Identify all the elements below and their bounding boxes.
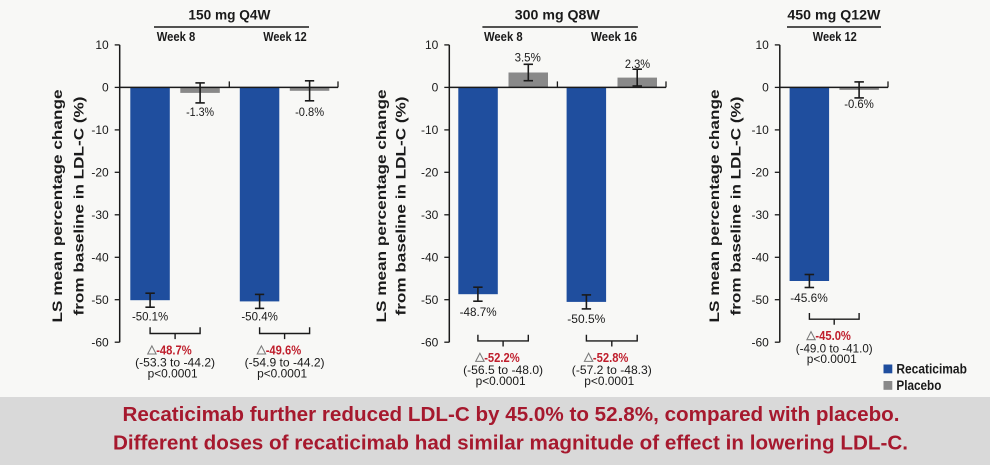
svg-text:-30: -30 bbox=[751, 208, 769, 222]
svg-text:-30: -30 bbox=[421, 208, 439, 222]
svg-text:10: 10 bbox=[425, 38, 439, 52]
svg-text:3.5%: 3.5% bbox=[515, 51, 542, 65]
svg-text:-50: -50 bbox=[751, 293, 769, 307]
svg-text:300 mg Q8W: 300 mg Q8W bbox=[515, 6, 601, 22]
svg-text:Week 12: Week 12 bbox=[263, 29, 306, 44]
svg-text:-50: -50 bbox=[91, 293, 109, 307]
svg-text:-48.7%: -48.7% bbox=[156, 343, 192, 357]
svg-text:Recaticimab further reduced LD: Recaticimab further reduced LDL-C by 45.… bbox=[123, 404, 900, 426]
svg-text:-10: -10 bbox=[421, 123, 439, 137]
svg-text:-10: -10 bbox=[91, 123, 109, 137]
svg-text:-60: -60 bbox=[91, 336, 109, 350]
svg-text:-40: -40 bbox=[751, 251, 769, 265]
svg-text:-1.3%: -1.3% bbox=[186, 105, 214, 119]
svg-text:Placebo: Placebo bbox=[896, 378, 941, 393]
svg-text:-20: -20 bbox=[91, 166, 109, 180]
svg-text:(-49.0 to -41.0): (-49.0 to -41.0) bbox=[796, 341, 873, 355]
svg-text:Week 8: Week 8 bbox=[484, 29, 523, 44]
svg-text:p<0.0001: p<0.0001 bbox=[476, 374, 526, 388]
svg-text:450 mg Q12W: 450 mg Q12W bbox=[787, 6, 881, 22]
svg-text:-20: -20 bbox=[751, 166, 769, 180]
svg-text:-48.7%: -48.7% bbox=[460, 305, 497, 319]
svg-text:-49.6%: -49.6% bbox=[266, 343, 302, 357]
svg-text:-50.5%: -50.5% bbox=[567, 312, 605, 326]
svg-text:0: 0 bbox=[762, 81, 769, 95]
svg-text:from baseline in LDL-C (%): from baseline in LDL-C (%) bbox=[728, 97, 744, 316]
svg-text:-10: -10 bbox=[751, 123, 769, 137]
svg-text:from baseline in LDL-C (%): from baseline in LDL-C (%) bbox=[393, 97, 409, 316]
svg-text:-30: -30 bbox=[91, 208, 109, 222]
svg-text:-20: -20 bbox=[421, 166, 439, 180]
svg-text:(-54.9 to -44.2): (-54.9 to -44.2) bbox=[245, 356, 325, 370]
svg-text:-50.4%: -50.4% bbox=[241, 309, 278, 323]
svg-text:LS mean percentage change: LS mean percentage change bbox=[373, 89, 389, 322]
svg-text:-50: -50 bbox=[421, 293, 439, 307]
svg-text:p<0.0001: p<0.0001 bbox=[148, 366, 198, 380]
svg-text:-0.6%: -0.6% bbox=[844, 97, 874, 111]
svg-text:-45.0%: -45.0% bbox=[815, 329, 851, 343]
svg-text:-60: -60 bbox=[751, 336, 769, 350]
svg-text:10: 10 bbox=[755, 38, 769, 52]
svg-text:-52.8%: -52.8% bbox=[593, 351, 629, 365]
svg-text:Week 12: Week 12 bbox=[813, 29, 857, 44]
svg-text:Different doses of recaticimab: Different doses of recaticimab had simil… bbox=[113, 433, 908, 455]
svg-text:10: 10 bbox=[95, 38, 109, 52]
svg-text:-52.2%: -52.2% bbox=[484, 351, 520, 365]
svg-text:-50.1%: -50.1% bbox=[132, 309, 169, 323]
svg-text:(-53.3 to -44.2): (-53.3 to -44.2) bbox=[135, 356, 215, 370]
svg-text:Week 8: Week 8 bbox=[157, 29, 196, 44]
svg-text:-40: -40 bbox=[91, 251, 109, 265]
svg-text:LS mean percentage change: LS mean percentage change bbox=[49, 89, 65, 322]
svg-text:Recaticimab: Recaticimab bbox=[896, 361, 967, 376]
svg-text:LS mean percentage change: LS mean percentage change bbox=[706, 89, 722, 322]
svg-text:0: 0 bbox=[102, 81, 109, 95]
svg-text:p<0.0001: p<0.0001 bbox=[807, 352, 857, 366]
svg-text:from baseline in LDL-C (%): from baseline in LDL-C (%) bbox=[71, 97, 87, 316]
svg-text:150 mg Q4W: 150 mg Q4W bbox=[188, 6, 271, 22]
svg-text:p<0.0001: p<0.0001 bbox=[584, 374, 634, 388]
svg-text:(-56.5 to -48.0): (-56.5 to -48.0) bbox=[463, 363, 543, 377]
svg-text:-0.8%: -0.8% bbox=[295, 105, 324, 119]
svg-text:2.3%: 2.3% bbox=[625, 57, 650, 71]
svg-text:(-57.2 to -48.3): (-57.2 to -48.3) bbox=[572, 363, 652, 377]
svg-text:Week 16: Week 16 bbox=[591, 29, 637, 44]
svg-text:-45.6%: -45.6% bbox=[790, 291, 828, 305]
svg-text:0: 0 bbox=[432, 81, 439, 95]
svg-text:-40: -40 bbox=[421, 251, 439, 265]
svg-text:p<0.0001: p<0.0001 bbox=[257, 366, 307, 380]
svg-text:-60: -60 bbox=[421, 336, 439, 350]
